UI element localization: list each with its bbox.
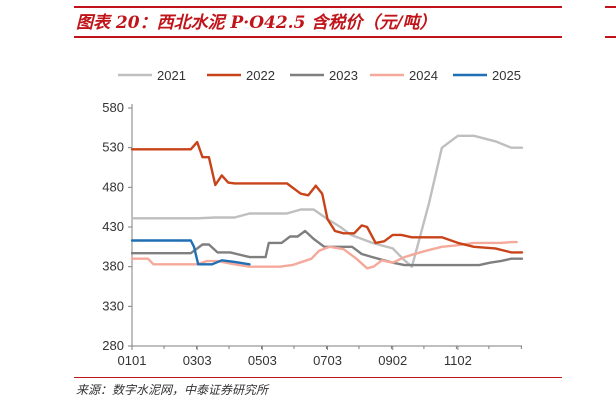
figure-title: 图表 20：西北水泥 P·O42.5 含税价（元/吨） — [76, 13, 437, 33]
legend-label-2021: 2021 — [157, 68, 186, 83]
series-line-2024 — [130, 240, 518, 270]
y-tick-label: 280 — [102, 338, 124, 353]
x-tick-label: 0503 — [248, 353, 277, 368]
source-rule — [74, 377, 562, 378]
legend-label-2025: 2025 — [492, 68, 521, 83]
y-tick-label: 530 — [102, 140, 124, 155]
y-tick-label: 580 — [102, 100, 124, 115]
legend-label-2024: 2024 — [409, 68, 438, 83]
x-tick-label: 0101 — [118, 353, 147, 368]
y-tick-label: 330 — [102, 298, 124, 313]
title-bottom-rule — [74, 36, 562, 38]
title-top-rule — [74, 6, 562, 8]
series-line-2021 — [130, 134, 524, 268]
legend-label-2022: 2022 — [246, 68, 275, 83]
y-tick-label: 430 — [102, 219, 124, 234]
series-line-2022 — [130, 140, 524, 254]
legend-label-2023: 2023 — [329, 68, 358, 83]
source-note: 来源：数字水泥网，中泰证券研究所 — [76, 383, 269, 397]
x-tick-label: 0303 — [183, 353, 212, 368]
y-tick-label: 480 — [102, 179, 124, 194]
series-line-2025 — [130, 239, 251, 266]
x-tick-label: 1102 — [444, 353, 472, 368]
x-tick-label: 0703 — [313, 353, 342, 368]
side-rule-top — [605, 6, 616, 8]
side-rule-bottom — [605, 36, 616, 38]
y-tick-label: 380 — [102, 259, 124, 274]
x-tick-label: 0902 — [378, 353, 407, 368]
